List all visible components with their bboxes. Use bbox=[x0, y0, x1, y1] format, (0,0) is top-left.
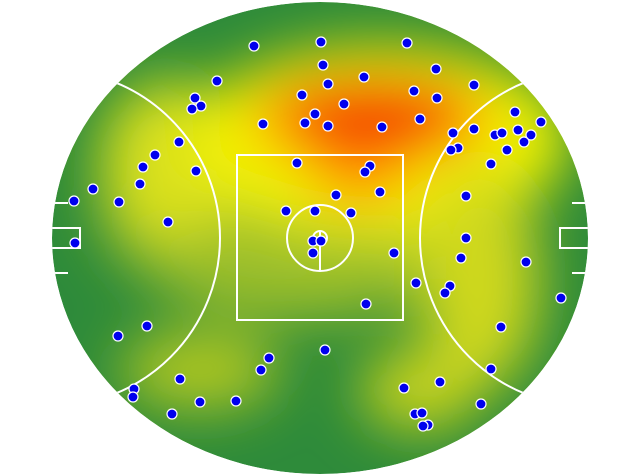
point bbox=[69, 237, 81, 249]
point bbox=[358, 71, 370, 83]
point bbox=[230, 395, 242, 407]
point bbox=[509, 106, 521, 118]
point bbox=[190, 165, 202, 177]
point bbox=[173, 136, 185, 148]
point bbox=[315, 235, 327, 247]
point bbox=[112, 330, 124, 342]
point bbox=[518, 136, 530, 148]
point bbox=[447, 127, 459, 139]
point bbox=[194, 396, 206, 408]
point bbox=[401, 37, 413, 49]
point bbox=[257, 118, 269, 130]
point bbox=[211, 75, 223, 87]
point bbox=[416, 407, 428, 419]
point bbox=[322, 78, 334, 90]
point bbox=[315, 36, 327, 48]
point bbox=[113, 196, 125, 208]
point bbox=[408, 85, 420, 97]
point bbox=[68, 195, 80, 207]
point bbox=[501, 144, 513, 156]
point bbox=[141, 320, 153, 332]
point bbox=[485, 363, 497, 375]
point bbox=[296, 89, 308, 101]
point bbox=[291, 157, 303, 169]
point bbox=[248, 40, 260, 52]
point bbox=[455, 252, 467, 264]
point bbox=[468, 123, 480, 135]
point bbox=[322, 120, 334, 132]
point bbox=[520, 256, 532, 268]
point bbox=[255, 364, 267, 376]
point bbox=[263, 352, 275, 364]
point bbox=[280, 205, 292, 217]
point bbox=[485, 158, 497, 170]
point bbox=[319, 344, 331, 356]
point bbox=[162, 216, 174, 228]
point bbox=[535, 116, 547, 128]
point bbox=[330, 189, 342, 201]
point bbox=[359, 166, 371, 178]
point bbox=[388, 247, 400, 259]
point bbox=[460, 190, 472, 202]
heatmap bbox=[100, 45, 570, 430]
point bbox=[495, 321, 507, 333]
point bbox=[417, 420, 429, 432]
point bbox=[174, 373, 186, 385]
point bbox=[127, 391, 139, 403]
point bbox=[360, 298, 372, 310]
point bbox=[374, 186, 386, 198]
point bbox=[87, 183, 99, 195]
point bbox=[149, 149, 161, 161]
point bbox=[445, 144, 457, 156]
point bbox=[345, 207, 357, 219]
point bbox=[525, 129, 537, 141]
point bbox=[475, 398, 487, 410]
point bbox=[460, 232, 472, 244]
point bbox=[338, 98, 350, 110]
point bbox=[186, 103, 198, 115]
point bbox=[434, 376, 446, 388]
point bbox=[307, 247, 319, 259]
point bbox=[134, 178, 146, 190]
point bbox=[496, 127, 508, 139]
point bbox=[555, 292, 567, 304]
point bbox=[309, 108, 321, 120]
point bbox=[414, 113, 426, 125]
point bbox=[309, 205, 321, 217]
point bbox=[189, 92, 201, 104]
point bbox=[439, 287, 451, 299]
point bbox=[468, 79, 480, 91]
point bbox=[317, 59, 329, 71]
point bbox=[166, 408, 178, 420]
point bbox=[299, 117, 311, 129]
point bbox=[398, 382, 410, 394]
point bbox=[137, 161, 149, 173]
points bbox=[68, 36, 567, 432]
point bbox=[430, 63, 442, 75]
point bbox=[512, 124, 524, 136]
point bbox=[376, 121, 388, 133]
point bbox=[431, 92, 443, 104]
point bbox=[410, 277, 422, 289]
